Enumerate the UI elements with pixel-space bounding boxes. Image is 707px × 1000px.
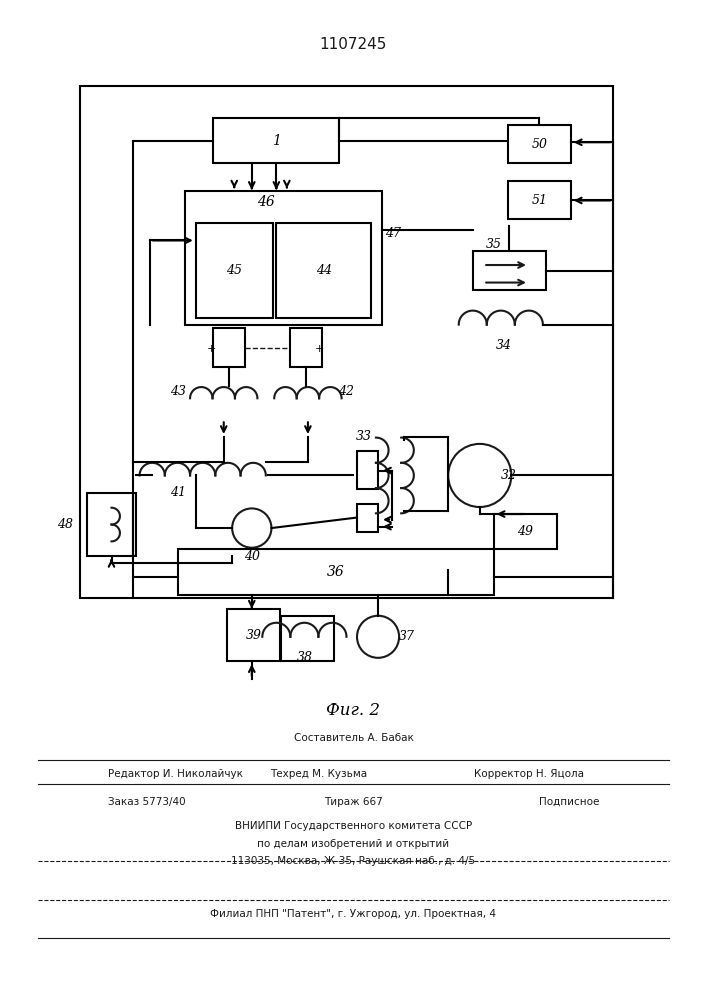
Text: 49: 49: [518, 525, 533, 538]
Text: 40: 40: [244, 550, 259, 563]
Text: +: +: [207, 344, 216, 354]
Bar: [227, 609, 280, 661]
Text: 33: 33: [356, 430, 372, 443]
Text: 37: 37: [399, 630, 415, 643]
Text: Филиал ПНП "Патент", г. Ужгород, ул. Проектная, 4: Филиал ПНП "Патент", г. Ужгород, ул. Про…: [211, 909, 496, 919]
Text: Подписное: Подписное: [539, 797, 599, 807]
Text: Составитель А. Бабак: Составитель А. Бабак: [293, 733, 414, 743]
Bar: [185, 191, 382, 325]
Bar: [87, 493, 136, 556]
Bar: [214, 328, 245, 367]
Text: 1107245: 1107245: [320, 37, 387, 52]
Text: 32: 32: [501, 469, 517, 482]
Text: 36: 36: [327, 565, 345, 579]
Text: Фиг. 2: Фиг. 2: [327, 702, 380, 719]
Bar: [508, 181, 571, 219]
Text: Заказ 5773/40: Заказ 5773/40: [108, 797, 186, 807]
Bar: [214, 118, 339, 163]
Text: 48: 48: [57, 518, 73, 531]
Text: 51: 51: [532, 194, 547, 207]
Text: ВНИИПИ Государственного комитета СССР: ВНИИПИ Государственного комитета СССР: [235, 821, 472, 831]
Bar: [178, 549, 493, 595]
Text: 41: 41: [170, 486, 186, 499]
Text: 46: 46: [257, 195, 275, 209]
Bar: [473, 251, 547, 290]
Text: 42: 42: [339, 385, 354, 398]
Text: 113035, Москва, Ж-35, Раушская наб., д. 4/5: 113035, Москва, Ж-35, Раушская наб., д. …: [231, 856, 476, 866]
Bar: [291, 328, 322, 367]
Text: Корректор Н. Яцола: Корректор Н. Яцола: [474, 769, 584, 779]
Text: Техред М. Кузьма: Техред М. Кузьма: [270, 769, 367, 779]
Text: по делам изобретений и открытий: по делам изобретений и открытий: [257, 839, 450, 849]
Bar: [508, 125, 571, 163]
Bar: [276, 223, 371, 318]
Bar: [493, 514, 557, 549]
Text: 39: 39: [245, 629, 262, 642]
Text: 43: 43: [170, 385, 186, 398]
Text: 34: 34: [496, 339, 513, 352]
Text: 44: 44: [316, 264, 332, 277]
Text: 1: 1: [272, 134, 281, 148]
Text: 47: 47: [385, 227, 401, 240]
Text: 45: 45: [226, 264, 243, 277]
Bar: [281, 616, 334, 661]
Text: +: +: [315, 344, 325, 354]
Bar: [357, 451, 378, 489]
Text: 50: 50: [532, 138, 547, 151]
Bar: [196, 223, 273, 318]
Text: 38: 38: [296, 651, 312, 664]
Bar: [80, 86, 613, 598]
Text: Редактор И. Николайчук: Редактор И. Николайчук: [108, 769, 243, 779]
Text: Тираж 667: Тираж 667: [324, 797, 383, 807]
Text: 35: 35: [486, 238, 502, 251]
Bar: [357, 504, 378, 532]
